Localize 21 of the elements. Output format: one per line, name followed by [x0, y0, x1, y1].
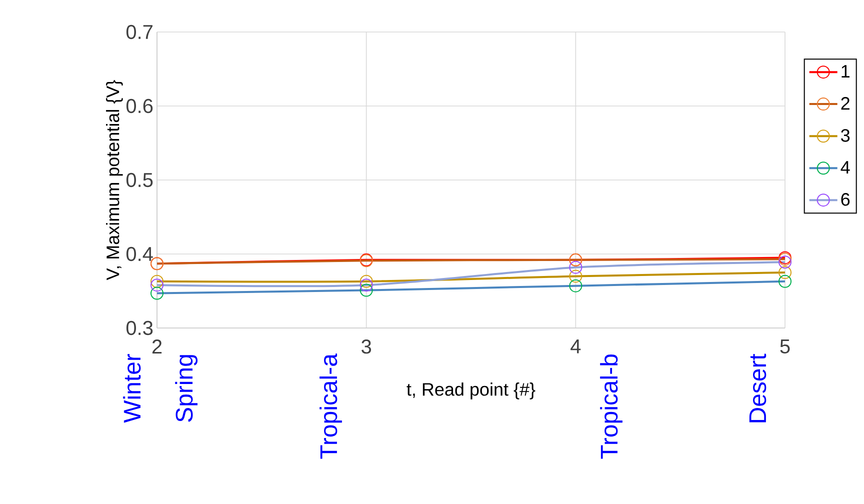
y-tick-label: 0.7: [126, 24, 152, 40]
legend-label: 1: [842, 65, 850, 78]
legend-label: 3: [841, 129, 850, 142]
x-axis-title: t, Read point {#}: [406, 382, 536, 400]
text: Desert: [749, 354, 766, 422]
x-tick-label: 2: [152, 340, 162, 354]
text: Tropical-a: [320, 354, 342, 459]
y-tick-label: 0.5: [126, 172, 153, 188]
legend-label: 4: [840, 161, 850, 174]
x-tick-label: 5: [780, 340, 790, 354]
y-axis-title: V, Maximum potential {V}: [106, 80, 123, 280]
text: Spring: [175, 355, 198, 422]
legend-label: 6: [841, 193, 850, 206]
y-tick-label: 0.3: [126, 320, 153, 336]
x-tick-label: 4: [570, 340, 581, 354]
legend-label: 2: [841, 97, 850, 110]
y-tick-label: 0.6: [126, 98, 153, 114]
text: Winter: [123, 354, 141, 423]
x-tick-label: 3: [362, 340, 372, 354]
text: Tropical-b: [600, 354, 622, 459]
y-tick-label: 0.4: [126, 246, 153, 262]
